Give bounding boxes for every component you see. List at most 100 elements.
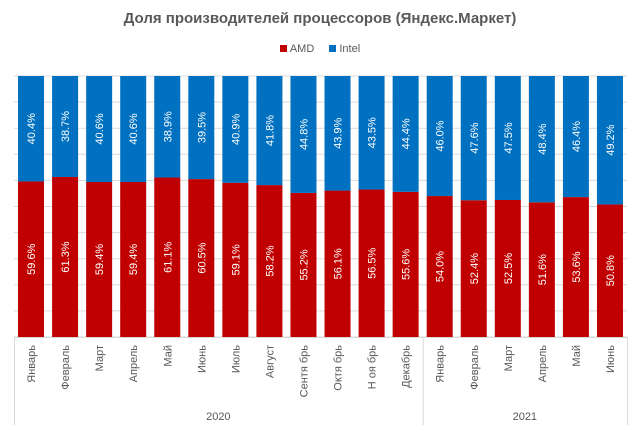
- bar-intel: [222, 76, 249, 183]
- bar-intel: [120, 76, 147, 182]
- bar-intel: [290, 76, 317, 193]
- category-label: Июнь: [196, 345, 208, 373]
- data-label-intel: 40.4%: [26, 113, 38, 144]
- bar-intel: [154, 76, 181, 178]
- category-label: Август: [264, 345, 276, 378]
- legend: AMD Intel: [0, 43, 640, 55]
- legend-swatch-amd: [279, 45, 287, 52]
- category-label: Январь: [26, 345, 38, 383]
- group-label: 2020: [206, 411, 230, 423]
- bar-amd: [358, 189, 385, 337]
- category-label: Март: [503, 345, 515, 371]
- data-label-intel: 46.0%: [435, 120, 447, 151]
- data-label-amd: 58.2%: [264, 245, 276, 276]
- data-label-intel: 38.7%: [60, 111, 72, 142]
- data-label-amd: 59.4%: [94, 244, 106, 275]
- category-label: Декабрь: [401, 345, 413, 388]
- legend-item-intel: Intel: [329, 43, 360, 55]
- bar-amd: [392, 191, 419, 337]
- data-label-amd: 52.5%: [503, 253, 515, 284]
- data-label-amd: 51.6%: [537, 254, 549, 285]
- data-label-amd: 60.5%: [196, 242, 208, 273]
- bar-intel: [460, 76, 487, 201]
- bar-amd: [154, 177, 181, 337]
- bar-amd: [494, 199, 521, 337]
- bar-amd: [460, 200, 487, 337]
- legend-item-amd: AMD: [279, 43, 315, 55]
- category-label: Январь: [435, 345, 447, 383]
- data-label-amd: 56.1%: [333, 248, 345, 279]
- data-label-intel: 40.6%: [94, 113, 106, 144]
- data-label-amd: 61.3%: [60, 241, 72, 272]
- data-label-amd: 55.6%: [401, 249, 413, 280]
- data-label-intel: 43.5%: [367, 117, 379, 148]
- legend-swatch-intel: [329, 45, 337, 52]
- category-label: Апрель: [537, 345, 549, 383]
- bar-amd: [426, 196, 453, 337]
- bar-amd: [86, 181, 113, 337]
- category-label: Февраль: [60, 345, 72, 390]
- category-label: Май: [162, 345, 174, 367]
- bar-amd: [120, 181, 147, 337]
- data-label-intel: 38.9%: [162, 111, 174, 142]
- data-label-amd: 61.1%: [162, 241, 174, 272]
- data-label-amd: 59.6%: [26, 243, 38, 274]
- bar-intel: [562, 76, 589, 198]
- bar-amd: [256, 185, 283, 337]
- bar-amd: [596, 204, 623, 337]
- data-label-intel: 44.8%: [298, 119, 310, 150]
- bar-intel: [392, 76, 419, 192]
- bar-intel: [426, 76, 453, 197]
- category-label: Н оя брь: [367, 345, 379, 390]
- bar-amd: [222, 182, 249, 337]
- data-label-amd: 54.0%: [435, 251, 447, 282]
- data-label-amd: 52.4%: [469, 253, 481, 284]
- bar-amd: [528, 202, 555, 337]
- bar-intel: [188, 76, 215, 180]
- data-label-intel: 47.5%: [503, 122, 515, 153]
- data-label-amd: 55.2%: [298, 249, 310, 280]
- bar-amd: [188, 179, 215, 337]
- bar-amd: [562, 197, 589, 337]
- category-label: Май: [571, 345, 583, 367]
- bar-intel: [86, 76, 113, 182]
- bar-amd: [52, 177, 79, 337]
- data-label-amd: 56.5%: [367, 247, 379, 278]
- chart-title: Доля производителей процессоров (Яндекс.…: [123, 10, 517, 27]
- data-label-amd: 50.8%: [605, 255, 617, 286]
- group-label: 2021: [513, 411, 537, 423]
- category-label: Апрель: [128, 345, 140, 383]
- bar-amd: [18, 181, 45, 337]
- legend-label-intel: Intel: [339, 43, 361, 55]
- data-label-amd: 59.1%: [230, 244, 242, 275]
- data-label-intel: 41.8%: [264, 115, 276, 146]
- data-label-intel: 47.6%: [469, 122, 481, 153]
- bar-amd: [324, 190, 351, 337]
- category-label: Март: [94, 345, 106, 371]
- bar-intel: [528, 76, 555, 203]
- category-label: Июль: [230, 345, 242, 373]
- data-label-intel: 43.9%: [333, 117, 345, 148]
- bar-intel: [494, 76, 521, 200]
- bar-intel: [18, 76, 45, 182]
- data-label-intel: 46.4%: [571, 121, 583, 152]
- bar-amd: [290, 192, 317, 337]
- data-label-intel: 44.4%: [401, 118, 413, 149]
- category-label: Октя брь: [333, 345, 345, 391]
- data-label-intel: 40.6%: [128, 113, 140, 144]
- legend-label-amd: AMD: [289, 43, 315, 55]
- data-label-amd: 53.6%: [571, 251, 583, 282]
- bar-intel: [358, 76, 385, 190]
- bar-intel: [324, 76, 351, 191]
- bar-intel: [52, 76, 79, 178]
- data-label-intel: 40.9%: [230, 114, 242, 145]
- data-label-intel: 48.4%: [537, 123, 549, 154]
- bar-intel: [256, 76, 283, 186]
- data-label-intel: 39.5%: [196, 112, 208, 143]
- data-label-amd: 59.4%: [128, 244, 140, 275]
- bar-intel: [596, 76, 623, 205]
- data-label-intel: 49.2%: [605, 124, 617, 155]
- category-label: Сентя брь: [298, 345, 310, 398]
- category-label: Июнь: [605, 345, 617, 373]
